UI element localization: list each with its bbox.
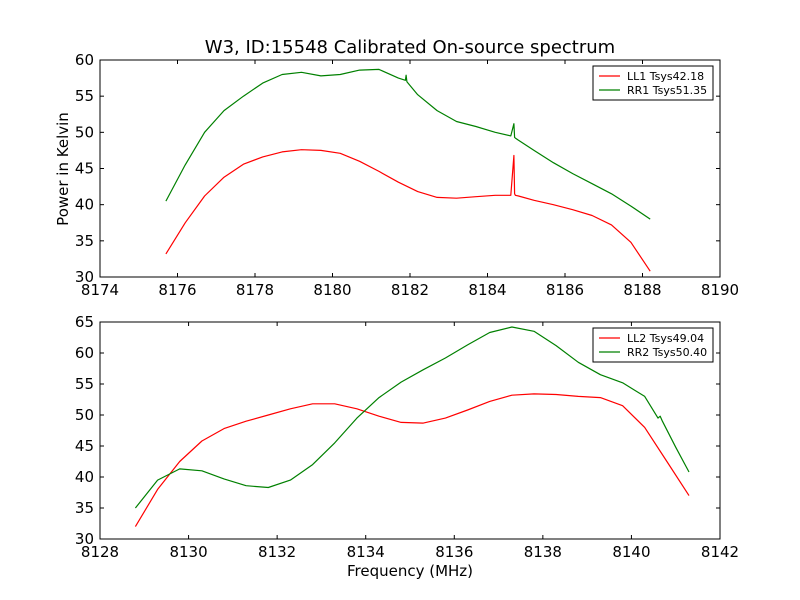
y-tick-label: 30 [75,268,94,286]
x-tick-label: 8188 [623,281,661,299]
x-tick-label: 8180 [313,281,351,299]
series-line-1-1 [165,149,651,272]
legend-entry: LL1 Tsys42.18 [627,70,704,83]
x-tick-label: 8174 [81,281,119,299]
y-tick-label: 30 [75,530,94,548]
x-tick-label: 8140 [612,543,650,561]
x-tick-label: 8178 [236,281,274,299]
y-tick-label: 60 [75,51,94,69]
legend-entry: RR2 Tsys50.40 [627,346,707,359]
legend-entry: LL2 Tsys49.04 [627,332,704,345]
x-tick-label: 8128 [81,543,119,561]
x-tick-label: 8138 [524,543,562,561]
y-tick-label: 40 [75,468,94,486]
x-tick-label: 8142 [701,543,739,561]
bottom-panel: 8128 8130 8132 8134 8136 8138 8140 8142 30 35 40 45… [75,313,739,561]
y-tick-label: 65 [75,313,94,331]
y-tick-label: 45 [75,160,94,178]
series-line-2-2 [134,326,690,509]
x-tick-label: 8132 [258,543,296,561]
series-line-2-1 [134,393,690,527]
y-tick-label: 35 [75,232,94,250]
x-tick-label: 8176 [158,281,196,299]
y-tick-label: 60 [75,344,94,362]
series-line-1-2 [165,68,651,220]
x-axis-label: Frequency (MHz) [347,562,473,580]
y-tick-label: 40 [75,196,94,214]
x-tick-label: 8134 [347,543,385,561]
y-tick-label: 50 [75,406,94,424]
top-panel: 8174 8176 8178 8180 8182 8184 8186 8188 8190 30 35… [75,51,739,299]
x-tick-label: 8190 [701,281,739,299]
y-tick-label: 55 [75,375,94,393]
y-tick-label: 50 [75,123,94,141]
y-axis-label: Power in Kelvin [54,112,72,226]
x-tick-label: 8184 [468,281,506,299]
y-tick-label: 35 [75,499,94,517]
legend-entry: RR1 Tsys51.35 [627,84,707,97]
x-tick-label: 8130 [169,543,207,561]
x-tick-label: 8182 [391,281,429,299]
chart-title: W3, ID:15548 Calibrated On-source spectr… [205,37,615,58]
x-tick-label: 8186 [546,281,584,299]
y-tick-label: 45 [75,437,94,455]
y-tick-label: 55 [75,87,94,105]
x-tick-label: 8136 [435,543,473,561]
legend-box [592,327,714,363]
plot-frame [99,321,721,540]
legend-box [592,65,714,101]
